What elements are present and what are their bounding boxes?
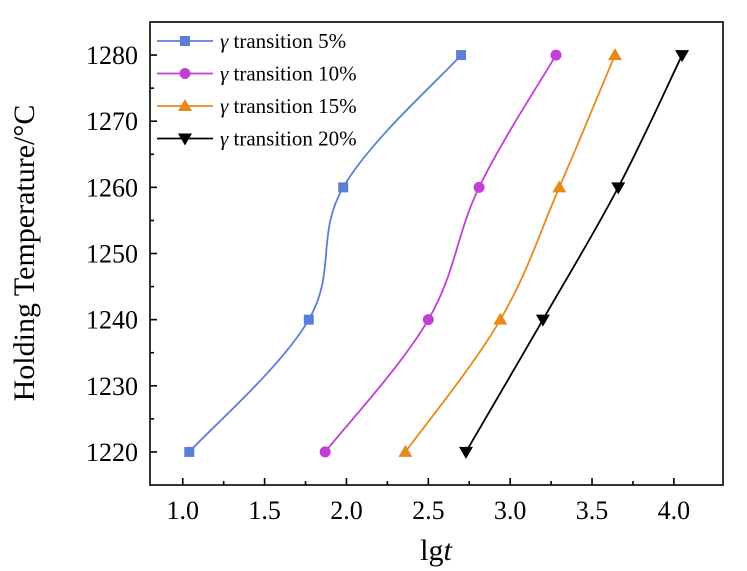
series-3 [398,48,622,457]
y-tick-label: 1250 [86,240,138,269]
series-line [465,54,683,453]
legend-text: transition 20% [228,127,356,151]
legend-text: transition 15% [228,94,356,118]
legend-label: γ transition 10% [220,62,357,86]
series-1 [184,50,467,457]
series-line [324,54,557,453]
y-axis-ticks: 1220 1230 1240 1250 1260 1270 1280 [86,41,157,467]
series-4 [458,50,690,459]
x-axis-ticks: 1.0 1.5 2.0 2.5 3.0 3.5 4.0 [166,478,690,525]
x-tick-label: 4.0 [658,496,691,525]
y-tick-label: 1240 [86,306,138,335]
y-axis-title: Holding Temperature/°C [8,105,41,402]
legend-symbol: γ [220,62,229,86]
data-point [493,312,508,325]
series-group [184,48,690,459]
series-2 [319,49,562,458]
legend-item: γ transition 20% [157,127,357,151]
series-line [188,54,462,453]
legend: γ transition 5%γ transition 10%γ transit… [157,29,357,151]
data-point [611,182,626,195]
legend-item: γ transition 5% [157,29,346,53]
x-tick-label: 2.5 [412,496,445,525]
x-axis-title-prefix: lg [420,534,443,567]
data-point [422,314,434,326]
data-point [552,180,567,193]
legend-item: γ transition 15% [157,94,357,118]
legend-marker [180,36,190,46]
series-line [404,54,616,453]
legend-item: γ transition 10% [157,62,357,86]
legend-label: γ transition 15% [220,94,357,118]
data-point [338,182,349,193]
data-point [473,181,485,193]
data-point [303,314,314,325]
legend-symbol: γ [220,29,229,53]
data-point [184,446,195,457]
data-point [550,49,562,61]
legend-marker [179,68,191,79]
legend-symbol: γ [220,94,229,118]
x-axis-title-variable: t [444,534,453,567]
legend-symbol: γ [220,127,229,151]
x-tick-label: 1.0 [166,496,199,525]
legend-label: γ transition 5% [220,29,346,53]
data-point [319,446,331,458]
legend-text: transition 10% [228,62,356,86]
legend-marker [178,133,192,146]
x-tick-label: 2.0 [330,496,363,525]
legend-marker [178,99,192,111]
x-tick-label: 1.5 [248,496,281,525]
x-axis-title: lgt [420,534,452,567]
data-point [398,444,413,457]
data-point [458,446,473,459]
data-point [675,50,690,63]
legend-text: transition 5% [228,29,346,53]
data-point [535,314,550,327]
y-tick-label: 1280 [86,41,138,70]
data-point [456,50,467,61]
y-tick-label: 1230 [86,372,138,401]
y-tick-label: 1270 [86,107,138,136]
data-point [607,48,622,61]
plot-frame [149,21,724,486]
legend-label: γ transition 20% [220,127,357,151]
y-tick-label: 1260 [86,173,138,202]
x-tick-label: 3.5 [576,496,609,525]
y-tick-label: 1220 [86,438,138,467]
x-tick-label: 3.0 [494,496,527,525]
